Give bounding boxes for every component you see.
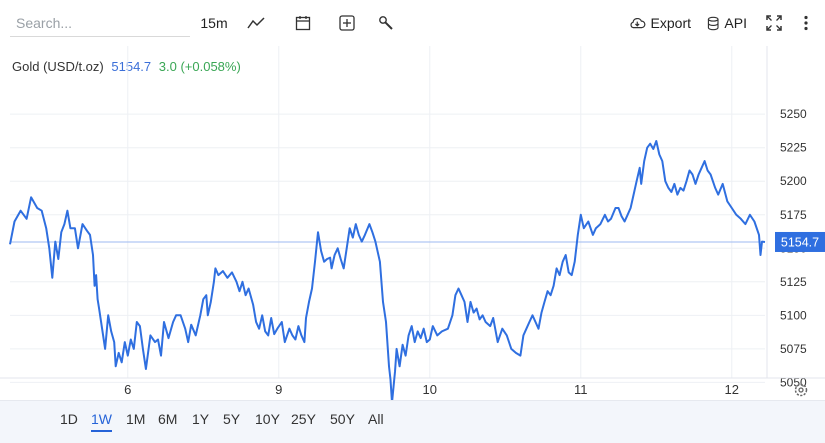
gear-inner [798,387,804,393]
chart-legend: Gold (USD/t.oz) 5154.7 3.0 (+0.058%) [12,59,241,74]
gear-outer [794,383,808,397]
time-range-6m[interactable]: 6M [158,411,178,427]
y-tick-label: 5125 [780,275,807,289]
wrench-icon[interactable] [377,12,395,34]
time-range-25y[interactable]: 25Y [291,411,316,427]
time-range-1w[interactable]: 1W [91,411,112,432]
time-range-1y[interactable]: 1Y [192,411,210,427]
api-label: API [724,15,747,31]
toolbar: 15m Export API [0,0,825,46]
y-tick-label: 5075 [780,342,807,356]
calendar-icon[interactable] [294,12,312,34]
interval-button[interactable]: 15m [200,15,228,31]
time-range-5y[interactable]: 5Y [223,411,241,427]
y-tick-label: 5050 [780,375,807,389]
x-tick-label: 9 [275,382,282,397]
more-vertical-icon[interactable] [800,12,812,34]
time-range-bar: 1D 1W 1M 6M 1Y 5Y 10Y 25Y 50Y All [0,400,825,443]
instrument-change: 3.0 (+0.058%) [158,59,241,74]
search-input[interactable] [10,10,190,37]
api-button[interactable]: API [707,12,747,34]
fullscreen-icon[interactable] [765,12,783,34]
y-tick-label: 5250 [780,107,807,121]
y-tick-label: 5225 [780,141,807,155]
time-range-1m[interactable]: 1M [126,411,146,427]
instrument-name: Gold (USD/t.oz) [12,59,104,74]
instrument-price: 5154.7 [111,59,152,74]
settings-gear-icon[interactable] [794,383,808,397]
time-range-all[interactable]: All [368,411,384,427]
y-tick-label: 5100 [780,308,807,322]
export-button[interactable]: Export [629,12,691,34]
price-chart[interactable]: 5050507551005125515051755200522552506910… [0,46,825,400]
time-range-10y[interactable]: 10Y [255,411,280,427]
export-label: Export [650,15,691,31]
database-icon [707,16,719,30]
x-tick-label: 12 [725,382,739,397]
x-tick-label: 11 [574,382,588,397]
cloud-download-icon [630,18,646,29]
price-series-line [9,140,766,400]
y-tick-label: 5175 [780,208,807,222]
last-price-tag [775,231,825,252]
line-chart-icon[interactable] [246,12,266,34]
y-tick-label: 5200 [780,174,807,188]
time-range-50y[interactable]: 50Y [330,411,355,427]
x-tick-label: 10 [423,382,437,397]
x-tick-label: 6 [124,382,131,397]
last-price-tag-label: 5154.7 [781,235,819,249]
add-indicator-icon[interactable] [338,12,356,34]
time-range-1d[interactable]: 1D [60,411,78,427]
